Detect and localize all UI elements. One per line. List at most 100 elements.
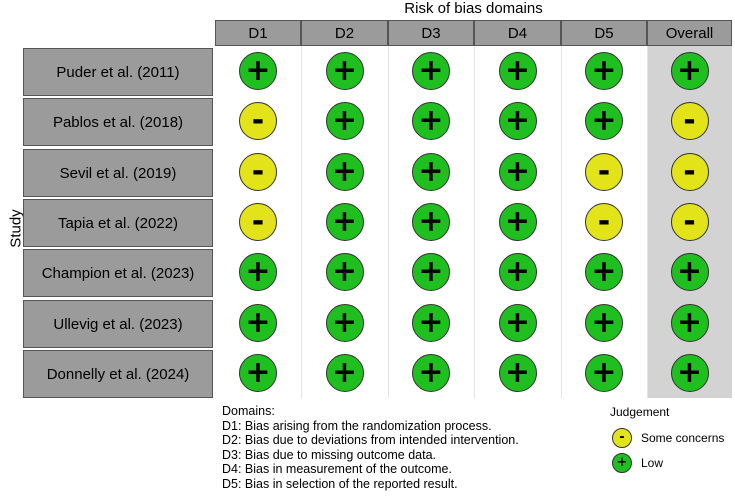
judgement-symbol: + (331, 103, 358, 139)
judgement-symbol: + (504, 153, 531, 189)
some-concerns-icon: - (670, 152, 709, 191)
judgement-symbol: + (504, 304, 531, 340)
low-risk-icon: + (670, 353, 709, 392)
judgement-symbol: + (331, 203, 358, 239)
column-divider (301, 46, 302, 398)
low-risk-icon: + (412, 152, 450, 191)
column-divider (474, 46, 475, 398)
judgement-symbol: + (504, 203, 531, 239)
low-risk-icon: + (498, 303, 537, 342)
low-risk-icon: + (585, 102, 623, 141)
low-risk-icon: + (412, 102, 450, 141)
low-risk-icon: + (325, 202, 364, 241)
domain-d1: D1: Bias arising from the randomization … (222, 418, 492, 433)
judgement-symbol: + (418, 153, 444, 189)
judgement-symbol: + (245, 254, 271, 290)
low-risk-icon: + (239, 353, 277, 392)
judgement-symbol: + (331, 53, 358, 88)
low-risk-icon: + (325, 303, 364, 342)
legend-low-label: Low (641, 456, 664, 470)
judgement-symbol: + (418, 103, 444, 139)
low-risk-icon: + (239, 253, 277, 292)
judgement-symbol: - (251, 103, 265, 139)
low-risk-icon: + (498, 102, 537, 141)
column-header-d3: D3 (388, 20, 474, 46)
study-label: Sevil et al. (2019) (23, 148, 213, 197)
column-header-d4: D4 (474, 20, 561, 46)
low-risk-icon: + (585, 253, 623, 292)
domain-d2: D2: Bias due to deviations from intended… (222, 433, 519, 447)
judgement-symbol: + (418, 203, 444, 239)
judgement-symbol: - (683, 153, 696, 189)
legend-some-concerns-label: Some concerns (641, 431, 725, 445)
low-risk-icon: + (498, 202, 537, 241)
header-title: Risk of bias domains (404, 0, 543, 17)
low-risk-icon: + (325, 102, 364, 141)
judgement-symbol: + (504, 254, 531, 290)
judgement-symbol: + (676, 304, 703, 340)
low-risk-icon: + (585, 303, 623, 342)
domain-d3: D3: Bias due to missing outcome data. (222, 447, 437, 462)
some-concerns-icon: - (585, 152, 623, 191)
y-axis-label-text: Study (7, 209, 25, 248)
low-risk-icon: + (412, 202, 450, 241)
study-label: Champion et al. (2023) (23, 249, 213, 298)
judgement-symbol: + (504, 354, 531, 390)
legend-low-icon: + (612, 453, 632, 473)
column-divider (388, 46, 389, 398)
judgement-symbol: + (331, 153, 358, 189)
judgement-symbol: + (331, 354, 358, 390)
column-divider (561, 46, 562, 398)
column-header-d5: D5 (561, 20, 647, 46)
low-risk-icon: + (239, 52, 277, 90)
low-risk-icon: + (412, 353, 450, 392)
judgement-symbol: + (591, 103, 617, 139)
column-header-d2: D2 (301, 20, 388, 46)
judgement-symbol: - (251, 153, 265, 189)
low-risk-icon: + (670, 253, 709, 292)
judgement-symbol: + (245, 304, 271, 340)
legend-some-concerns-icon: - (612, 428, 632, 448)
judgement-symbol: + (504, 53, 531, 88)
judgement-symbol: + (591, 53, 617, 88)
study-label: Donnelly et al. (2024) (23, 349, 213, 398)
judgement-symbol: + (591, 304, 617, 340)
low-risk-icon: + (498, 353, 537, 392)
low-risk-icon: + (412, 303, 450, 342)
some-concerns-icon: - (239, 202, 277, 241)
judgement-symbol: + (245, 354, 271, 390)
domains-legend: Domains: D1: Bias arising from the rando… (222, 404, 519, 491)
study-label: Tapia et al. (2022) (23, 198, 213, 247)
judgement-symbol: + (676, 53, 703, 88)
judgement-symbol: + (591, 254, 617, 290)
domains-title: Domains: (222, 404, 275, 418)
column-header-d1: D1 (215, 20, 301, 46)
column-divider (647, 46, 648, 398)
judgement-symbol: - (597, 203, 611, 239)
some-concerns-icon: - (239, 152, 277, 191)
judgement-symbol: + (331, 254, 358, 290)
judgement-symbol: + (676, 354, 703, 390)
low-risk-icon: + (325, 152, 364, 191)
low-risk-icon: + (670, 303, 709, 342)
judgement-symbol: - (251, 203, 265, 239)
study-label: Pablos et al. (2018) (23, 98, 213, 147)
judgement-symbol: - (683, 103, 696, 139)
judgement-symbol: + (504, 103, 531, 139)
some-concerns-icon: - (670, 102, 709, 141)
low-risk-icon: + (585, 353, 623, 392)
low-risk-icon: + (412, 253, 450, 292)
low-risk-icon: + (239, 303, 277, 342)
low-risk-icon: + (325, 52, 364, 90)
low-risk-icon: + (498, 152, 537, 191)
low-risk-icon: + (585, 52, 623, 90)
judgement-symbol: + (418, 354, 444, 390)
study-label: Puder et al. (2011) (23, 48, 213, 96)
low-risk-icon: + (412, 52, 450, 90)
some-concerns-icon: - (670, 202, 709, 241)
study-label: Ullevig et al. (2023) (23, 299, 213, 348)
judgement-legend-title: Judgement (610, 405, 670, 419)
judgement-symbol: + (591, 354, 617, 390)
some-concerns-icon: - (585, 202, 623, 241)
judgement-symbol: + (418, 304, 444, 340)
